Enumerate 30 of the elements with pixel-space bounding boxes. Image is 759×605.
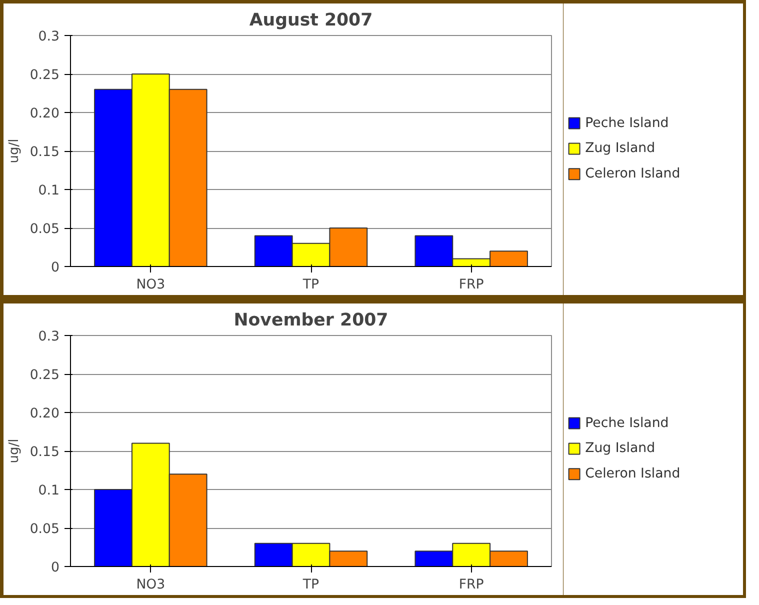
x-tick-label: NO3 xyxy=(136,578,166,592)
legend-label: Celeron Island xyxy=(585,466,680,482)
y-tick-label: 0.25 xyxy=(30,368,60,383)
y-tick-label: 0.05 xyxy=(30,522,60,537)
y-tick-label: 0.20 xyxy=(30,106,60,122)
y-tick-label: 0 xyxy=(51,560,60,576)
y-tick-label: 0.1 xyxy=(38,184,60,198)
x-tick-label: FRP xyxy=(458,278,484,292)
legend-label: Zug Island xyxy=(585,441,656,456)
y-tick-label: 0.3 xyxy=(38,30,60,44)
y-tick-label: 0.25 xyxy=(30,68,60,83)
x-tick-label: TP xyxy=(302,578,320,592)
x-tick-label: NO3 xyxy=(136,278,166,292)
y-tick-label: 0.15 xyxy=(30,445,60,460)
y-axis-title: ug/l xyxy=(6,138,22,164)
legend-label: Peche Island xyxy=(585,416,669,431)
y-axis-title: ug/l xyxy=(6,438,22,464)
x-tick-label: TP xyxy=(302,278,320,292)
legend-label: Peche Island xyxy=(585,116,669,131)
y-tick-label: 0.15 xyxy=(30,145,60,160)
y-tick-label: 0.20 xyxy=(30,406,60,422)
y-tick-label: 0.3 xyxy=(38,330,60,344)
y-tick-label: 0 xyxy=(51,260,60,276)
y-tick-label: 0.1 xyxy=(38,484,60,498)
chart-title: August 2007 xyxy=(249,10,373,30)
y-tick-label: 0.05 xyxy=(30,222,60,237)
chart-title: November 2007 xyxy=(234,310,388,330)
legend-label: Celeron Island xyxy=(585,166,680,182)
legend-label: Zug Island xyxy=(585,141,656,156)
x-tick-label: FRP xyxy=(458,578,484,592)
